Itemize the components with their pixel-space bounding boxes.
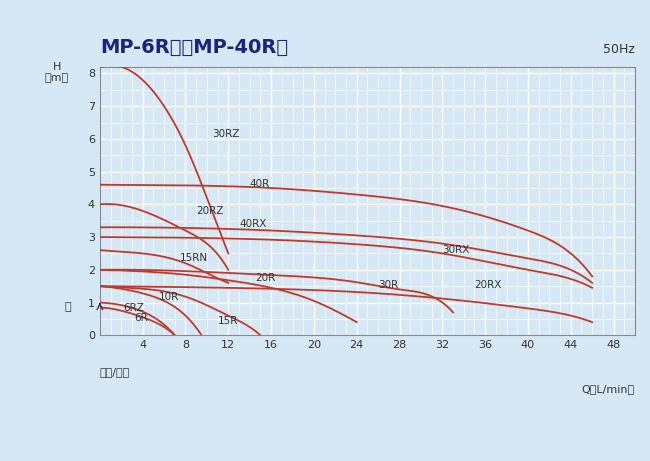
Text: 20RZ: 20RZ: [196, 206, 224, 216]
Text: 50Hz: 50Hz: [603, 43, 635, 56]
Text: 6RZ: 6RZ: [124, 303, 144, 313]
Text: H
（m）: H （m）: [45, 62, 69, 83]
Text: 20R: 20R: [255, 273, 276, 283]
Text: 15R: 15R: [218, 317, 238, 326]
Text: 10R: 10R: [159, 292, 179, 301]
Text: 6R: 6R: [134, 313, 148, 323]
Text: 30R: 30R: [378, 279, 398, 290]
Text: 公升/分钟: 公升/分钟: [100, 367, 130, 378]
Text: 30RX: 30RX: [443, 245, 470, 255]
Text: MP-6R型～MP-40R型: MP-6R型～MP-40R型: [100, 38, 288, 57]
Text: 米: 米: [64, 302, 71, 313]
Text: 15RN: 15RN: [180, 254, 208, 263]
Text: 40RX: 40RX: [239, 219, 266, 229]
Text: 20RX: 20RX: [474, 279, 502, 290]
Text: Q（L/min）: Q（L/min）: [582, 384, 635, 394]
Text: 30RZ: 30RZ: [213, 129, 240, 139]
Text: 40R: 40R: [250, 179, 270, 189]
